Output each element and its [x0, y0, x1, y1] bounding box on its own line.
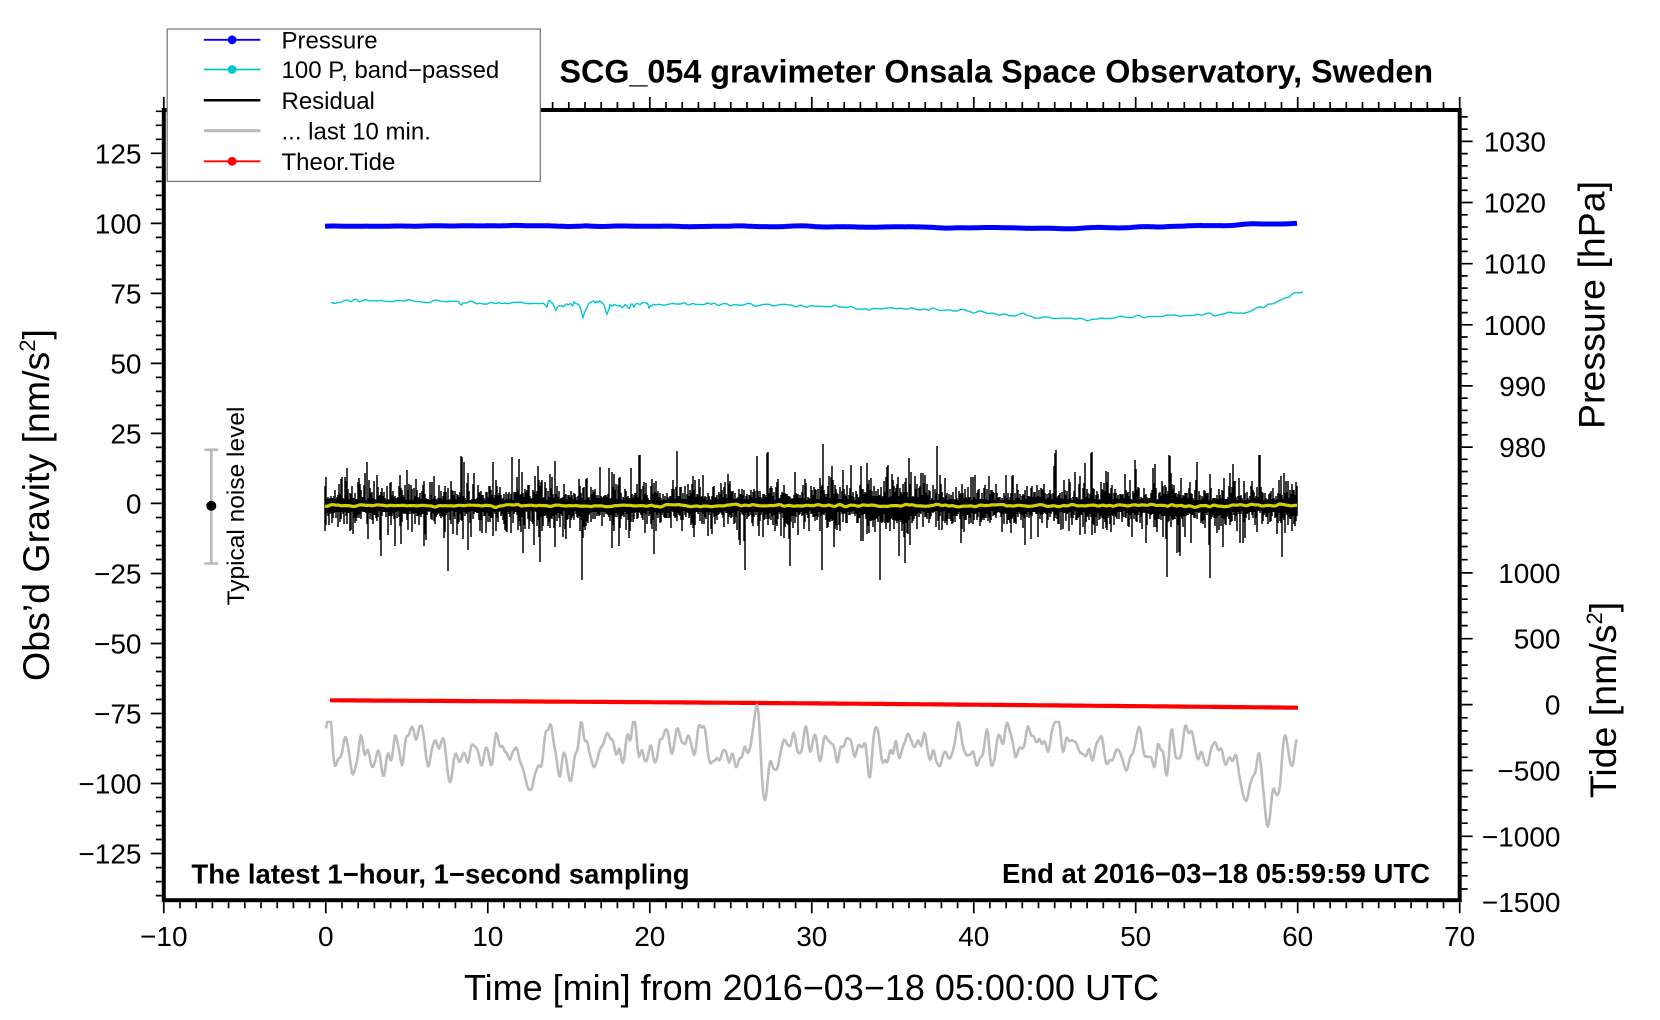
svg-text:500: 500	[1514, 624, 1561, 655]
svg-text:Time [min] from 2016−03−18 05:: Time [min] from 2016−03−18 05:00:00 UTC	[464, 967, 1159, 1008]
svg-text:0: 0	[318, 921, 334, 952]
svg-text:The latest 1−hour, 1−second sa: The latest 1−hour, 1−second sampling	[191, 859, 689, 890]
svg-text:0: 0	[126, 489, 142, 520]
svg-text:70: 70	[1444, 921, 1475, 952]
svg-text:−10: −10	[140, 921, 188, 952]
svg-text:25: 25	[110, 418, 141, 449]
svg-text:125: 125	[95, 138, 142, 169]
svg-text:30: 30	[796, 921, 827, 952]
svg-text:1000: 1000	[1484, 310, 1546, 341]
svg-text:50: 50	[1120, 921, 1151, 952]
svg-text:Pressure: Pressure	[282, 27, 378, 54]
svg-text:1020: 1020	[1484, 188, 1546, 219]
svg-text:Typical noise level: Typical noise level	[223, 407, 250, 606]
svg-text:0: 0	[1545, 690, 1561, 721]
svg-text:Pressure [hPa]: Pressure [hPa]	[1571, 181, 1613, 429]
svg-text:1030: 1030	[1484, 126, 1546, 157]
svg-text:980: 980	[1499, 432, 1546, 463]
svg-text:50: 50	[110, 348, 141, 379]
svg-text:990: 990	[1499, 371, 1546, 402]
svg-text:20: 20	[634, 921, 665, 952]
svg-text:100: 100	[95, 208, 142, 239]
svg-text:−500: −500	[1497, 756, 1560, 787]
svg-text:Tide [nm/s2]: Tide [nm/s2]	[1582, 602, 1624, 798]
svg-text:Residual: Residual	[282, 88, 375, 115]
svg-text:−50: −50	[94, 629, 142, 660]
svg-text:−125: −125	[78, 839, 141, 870]
svg-text:75: 75	[110, 278, 141, 309]
svg-text:Obs’d Gravity [nm/s2]: Obs’d Gravity [nm/s2]	[15, 329, 57, 681]
svg-text:SCG_054 gravimeter Onsala Spac: SCG_054 gravimeter Onsala Space Observat…	[559, 54, 1433, 90]
svg-text:−1500: −1500	[1482, 887, 1561, 918]
svg-text:10: 10	[472, 921, 503, 952]
svg-text:... last 10 min.: ... last 10 min.	[282, 118, 431, 145]
svg-text:1000: 1000	[1498, 558, 1560, 589]
svg-text:100 P, band−passed: 100 P, band−passed	[282, 57, 500, 84]
svg-text:Theor.Tide: Theor.Tide	[282, 149, 396, 176]
svg-text:1010: 1010	[1484, 249, 1546, 280]
svg-text:−75: −75	[94, 699, 142, 730]
svg-text:−25: −25	[94, 559, 142, 590]
svg-text:40: 40	[958, 921, 989, 952]
svg-text:−1000: −1000	[1482, 821, 1561, 852]
svg-text:60: 60	[1282, 921, 1313, 952]
svg-text:End at 2016−03−18 05:59:59 UTC: End at 2016−03−18 05:59:59 UTC	[1002, 858, 1430, 889]
svg-text:−100: −100	[78, 769, 141, 800]
